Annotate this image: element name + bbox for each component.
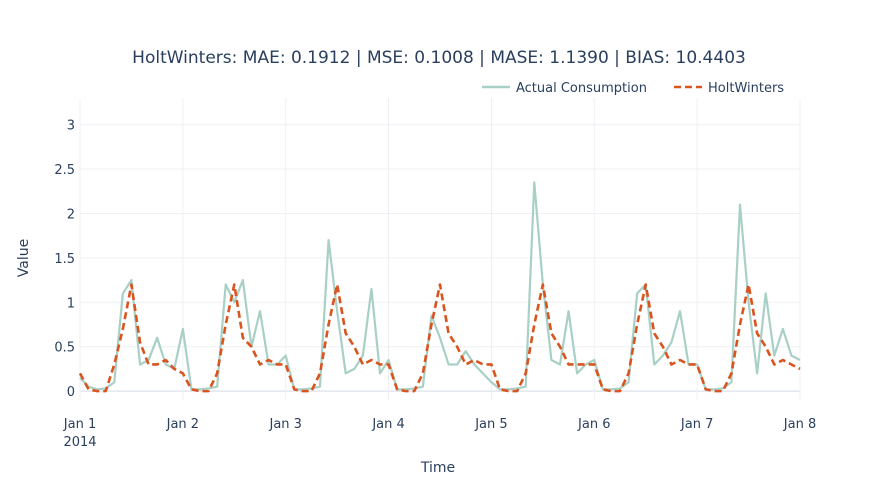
legend-item-holtwinters[interactable]: HoltWinters <box>674 81 784 96</box>
x-tick-label: Jan 4 <box>371 417 404 432</box>
x-tick-label: Jan 7 <box>680 417 713 432</box>
y-axis-ticks: 0 0.5 1 1.5 2 2.5 3 <box>54 119 75 400</box>
series-layer <box>78 181 801 393</box>
y-tick-label: 1 <box>67 296 75 311</box>
x-tick-label: Jan 3 <box>268 417 301 432</box>
x-axis-ticks: Jan 1 2014 Jan 2 Jan 3 Jan 4 Jan 5 Jan 6 Jan 7 J… <box>63 417 816 450</box>
x-tick-sublabel: 2014 <box>63 435 96 450</box>
x-tick-label: Jan 2 <box>166 417 199 432</box>
chart-title: HoltWinters: MAE: 0.1912 | MSE: 0.1008 |… <box>132 48 746 68</box>
x-tick-label: Jan 5 <box>474 417 507 432</box>
legend[interactable]: Actual Consumption HoltWinters <box>482 81 784 96</box>
y-tick-label: 2.5 <box>54 163 75 178</box>
x-tick-label: Jan 6 <box>577 417 610 432</box>
grid-layer <box>79 98 801 400</box>
x-axis-title: Time <box>420 460 455 476</box>
series-line-actual[interactable] <box>79 181 801 391</box>
y-tick-label: 0.5 <box>54 341 75 356</box>
series-line-holtwinters[interactable] <box>78 283 801 393</box>
y-tick-label: 3 <box>67 119 75 134</box>
y-tick-label: 1.5 <box>54 252 75 267</box>
legend-item-actual[interactable]: Actual Consumption <box>482 81 647 96</box>
legend-label-holtwinters: HoltWinters <box>708 81 784 96</box>
y-tick-label: 2 <box>67 207 75 222</box>
legend-label-actual: Actual Consumption <box>516 81 647 96</box>
x-tick-label: Jan 1 <box>63 417 96 432</box>
y-tick-label: 0 <box>67 385 75 400</box>
y-axis-title: Value <box>16 239 32 277</box>
x-tick-label: Jan 8 <box>783 417 816 432</box>
